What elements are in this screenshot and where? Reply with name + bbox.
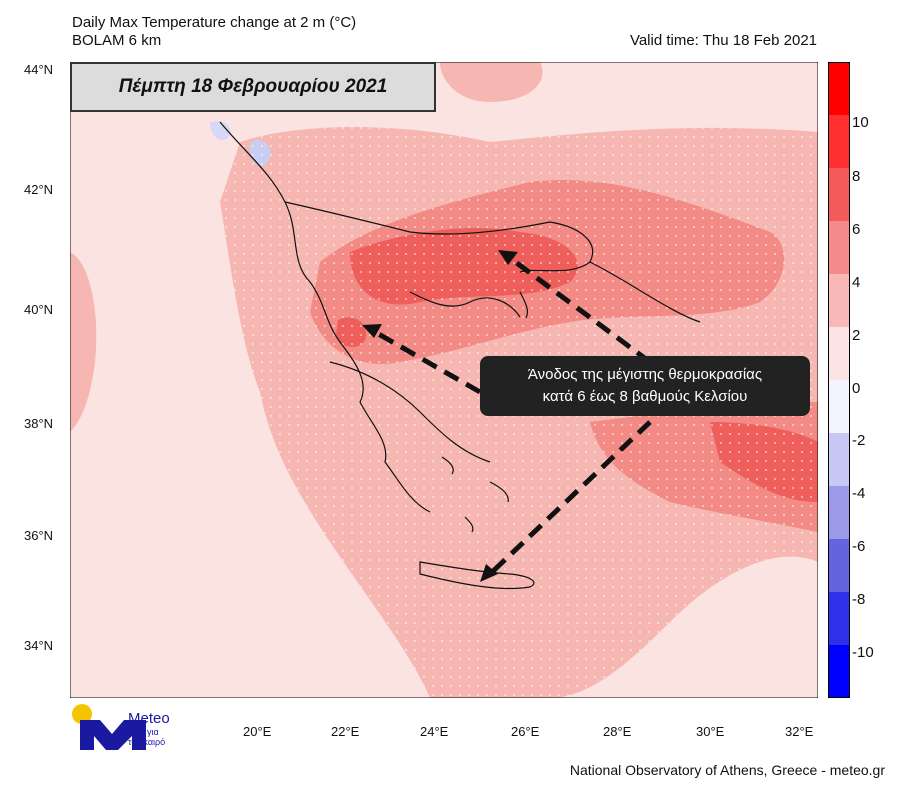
colorbar-segment bbox=[828, 115, 850, 169]
arrow-northeast bbox=[508, 255, 652, 365]
valid-time: Valid time: Thu 18 Feb 2021 bbox=[629, 32, 817, 49]
colorbar-segment bbox=[828, 645, 850, 698]
date-banner: Πέμπτη 18 Φεβρουαρίου 2021 bbox=[70, 62, 436, 112]
colorbar-label: -10 bbox=[852, 644, 874, 661]
credit-text: National Observatory of Athens, Greece -… bbox=[569, 762, 885, 778]
warm-area-west bbox=[70, 252, 97, 432]
colorbar-segment bbox=[828, 221, 850, 275]
colorbar-label: 8 bbox=[852, 168, 861, 185]
arrowheads bbox=[362, 250, 518, 582]
lon-label: 28°E bbox=[603, 724, 632, 739]
colorbar-segment bbox=[828, 62, 850, 116]
callout-box: Άνοδος της μέγιστης θερμοκρασίας κατά 6 … bbox=[480, 356, 810, 416]
logo-text: Meteo Όλα για τον καιρό bbox=[128, 710, 170, 747]
colorbar-segment bbox=[828, 380, 850, 434]
callout-line-2: κατά 6 έως 8 βαθμούς Κελσίου bbox=[542, 388, 748, 405]
colorbar-label: -6 bbox=[852, 538, 866, 555]
colorbar bbox=[828, 62, 850, 698]
colorbar-segment bbox=[828, 539, 850, 593]
colorbar-label: 4 bbox=[852, 274, 861, 291]
colorbar-label: -8 bbox=[852, 591, 866, 608]
colorbar-label: -4 bbox=[852, 485, 866, 502]
chart-title: Daily Max Temperature change at 2 m (°C) bbox=[72, 14, 357, 31]
lat-label: 44°N bbox=[24, 62, 54, 77]
arrowhead-west bbox=[362, 324, 382, 338]
lon-label: 30°E bbox=[696, 724, 725, 739]
callout-line-1: Άνοδος της μέγιστης θερμοκρασίας bbox=[527, 366, 763, 383]
colorbar-label: 0 bbox=[852, 380, 861, 397]
lat-label: 36°N bbox=[24, 528, 54, 543]
colorbar-segment bbox=[828, 274, 850, 328]
lon-label: 20°E bbox=[243, 724, 272, 739]
colorbar-segment bbox=[828, 433, 850, 487]
arrow-south bbox=[488, 420, 652, 576]
lat-label: 42°N bbox=[24, 182, 54, 197]
lon-label: 26°E bbox=[511, 724, 540, 739]
arrowhead-south bbox=[480, 564, 498, 582]
model-label: BOLAM 6 km bbox=[72, 32, 162, 49]
arrowhead-northeast bbox=[498, 250, 518, 265]
lon-label: 22°E bbox=[331, 724, 360, 739]
meteo-logo-icon bbox=[72, 704, 146, 750]
lon-label: 32°E bbox=[785, 724, 814, 739]
lon-label: 24°E bbox=[420, 724, 449, 739]
colorbar-label: 2 bbox=[852, 327, 861, 344]
lat-label: 34°N bbox=[24, 638, 54, 653]
colorbar-label: 6 bbox=[852, 221, 861, 238]
tagline-line-2: τον καιρό bbox=[128, 737, 166, 747]
arrow-west bbox=[373, 329, 482, 395]
lat-label: 40°N bbox=[24, 302, 54, 317]
colorbar-segment bbox=[828, 592, 850, 646]
colorbar-label: -2 bbox=[852, 432, 866, 449]
brand-name: Meteo bbox=[128, 710, 170, 727]
colorbar-segment bbox=[828, 327, 850, 381]
colorbar-label: 10 bbox=[852, 114, 869, 131]
colorbar-border bbox=[828, 62, 850, 698]
coastlines bbox=[219, 121, 701, 590]
lat-label: 38°N bbox=[24, 416, 54, 431]
callout-arrows bbox=[373, 255, 652, 576]
cool-area-2 bbox=[210, 121, 231, 141]
tagline-line-1: Όλα για bbox=[128, 727, 159, 737]
colorbar-segment bbox=[828, 168, 850, 222]
warm-area-north bbox=[440, 62, 543, 102]
colorbar-segment bbox=[828, 486, 850, 540]
